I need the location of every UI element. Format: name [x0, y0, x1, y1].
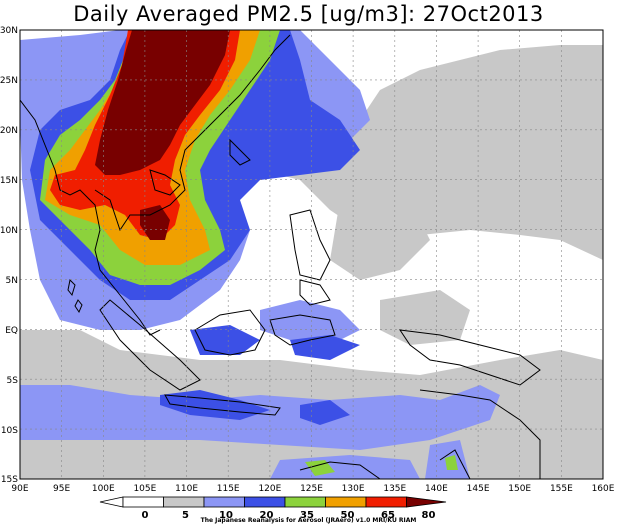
lon-tick-label: 140E: [425, 484, 448, 494]
colorbar-segment: [99, 496, 124, 508]
lon-tick-label: 155E: [550, 484, 573, 494]
colorbar: 0 5 10 20 35 50 65 80: [99, 496, 447, 521]
colorbar-segment: [365, 496, 407, 508]
colorbar-label: 65: [381, 510, 395, 521]
lon-tick-label: 145E: [467, 484, 490, 494]
lon-tick-label: 105E: [133, 484, 156, 494]
lon-tick-label: 130E: [342, 484, 365, 494]
lat-tick-label: 15S: [1, 475, 18, 485]
concentration-field: [20, 30, 603, 479]
lon-tick-label: 150E: [508, 484, 531, 494]
map-title: Daily Averaged PM2.5 [ug/m3]: 27Oct2013: [73, 2, 544, 26]
lon-tick-label: 160E: [592, 484, 615, 494]
map-frame: [19, 29, 604, 480]
lat-tick-label: 10N: [0, 226, 18, 236]
lat-tick-label: EQ: [5, 326, 18, 336]
lat-tick-label: 25N: [0, 76, 18, 86]
colorbar-segment: [284, 496, 326, 508]
lat-tick-label: 15N: [0, 176, 18, 186]
lon-tick-label: 125E: [300, 484, 323, 494]
credit-text: The Japanese Reanalysis for Aerosol (JRA…: [200, 517, 417, 524]
graticule: [20, 30, 603, 479]
lon-tick-label: 120E: [258, 484, 281, 494]
colorbar-label: 0: [142, 510, 149, 521]
lat-tick-label: 10S: [1, 426, 18, 436]
lon-axis: 90E 95E 100E 105E 110E 115E 120E 125E 13…: [11, 484, 614, 494]
lat-tick-label: 30N: [0, 26, 18, 36]
lat-axis: 30N 25N 20N 15N 10N 5N EQ 5S 10S 15S: [0, 26, 18, 485]
lat-tick-label: 5N: [6, 276, 18, 286]
lat-tick-label: 5S: [7, 376, 19, 386]
colorbar-label: 20: [260, 510, 274, 521]
colorbar-label: 5: [182, 510, 189, 521]
colorbar-segment: [163, 496, 205, 508]
colorbar-segment: [325, 496, 367, 508]
lon-tick-label: 95E: [53, 484, 70, 494]
lon-tick-label: 110E: [175, 484, 198, 494]
lon-tick-label: 90E: [11, 484, 28, 494]
lon-tick-label: 115E: [217, 484, 240, 494]
lon-tick-label: 135E: [383, 484, 406, 494]
colorbar-segment: [244, 496, 286, 508]
colorbar-label: 10: [219, 510, 233, 521]
colorbar-segment: [122, 496, 164, 508]
colorbar-segment: [406, 496, 447, 508]
lon-tick-label: 100E: [92, 484, 115, 494]
colorbar-label: 80: [422, 510, 436, 521]
colorbar-label: 50: [341, 510, 355, 521]
colorbar-segment: [203, 496, 245, 508]
lat-tick-label: 20N: [0, 126, 18, 136]
colorbar-label: 35: [300, 510, 314, 521]
